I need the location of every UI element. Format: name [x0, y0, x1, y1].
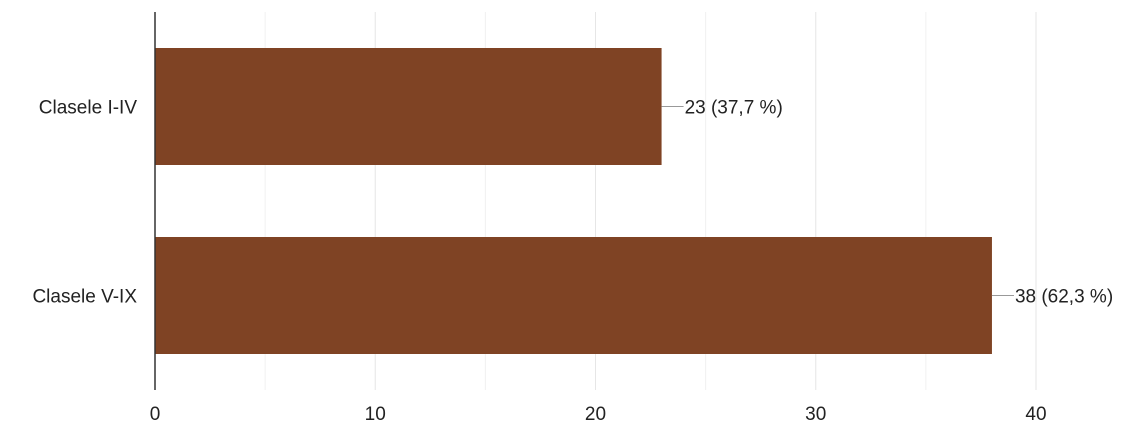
x-tick-label: 20 [585, 404, 606, 423]
data-label: 23 (37,7 %) [685, 98, 783, 119]
label-layer: Clasele I-IV 23 (37,7 %) Clasele V-IX 38 (6… [32, 98, 1113, 308]
x-tick-label: 40 [1025, 404, 1046, 423]
x-tick-label: 30 [805, 404, 826, 423]
category-label: Clasele V-IX [32, 287, 137, 308]
axis-layer: 0 10 20 30 40 [150, 12, 1047, 425]
bar-layer [155, 48, 992, 354]
x-tick-label: 10 [365, 404, 386, 423]
bar-2 [155, 237, 992, 354]
data-label: 38 (62,3 %) [1015, 287, 1113, 308]
category-label: Clasele I-IV [39, 98, 138, 119]
bar-1 [155, 48, 662, 165]
x-tick-label: 0 [150, 404, 161, 423]
